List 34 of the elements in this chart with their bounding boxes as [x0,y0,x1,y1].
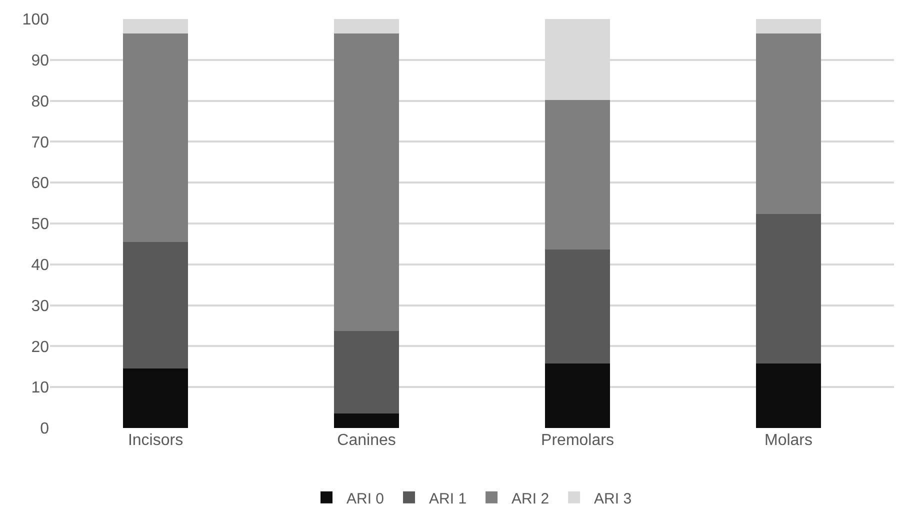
bar [122,242,188,368]
bar [756,34,822,214]
y-tick-label: 60 [31,175,50,192]
y-tick-label: 40 [31,257,50,274]
bar [756,19,822,34]
legend-label: ARI 0 [346,490,384,508]
bar [334,331,400,414]
legend-label: ARI 1 [429,490,467,508]
x-tick-label: Canines [337,432,396,449]
x-tick-label: Molars [764,432,813,449]
legend-label: ARI 3 [594,490,632,508]
bar [544,249,610,364]
y-tick-label: 90 [31,52,50,70]
legend-label: ARI 2 [512,490,550,508]
y-tick-label: 0 [40,420,50,438]
bar [334,34,400,332]
bar [334,414,400,428]
y-tick-label: 50 [31,216,50,234]
y-tick-label: 70 [31,134,50,152]
y-tick-label: 10 [31,380,50,397]
x-tick-label: Incisors [128,432,184,449]
bar [122,19,188,34]
bar [756,214,822,364]
bar [334,19,400,34]
bar [544,100,610,250]
bar [122,34,188,242]
bar [122,368,188,428]
y-tick-label: 20 [31,338,50,356]
y-tick-label: 80 [31,93,50,110]
x-tick-label: Premolars [541,432,614,449]
bar [544,363,610,428]
y-tick-label: 30 [31,298,50,315]
y-tick-label: 100 [22,12,50,29]
bar [756,363,822,428]
